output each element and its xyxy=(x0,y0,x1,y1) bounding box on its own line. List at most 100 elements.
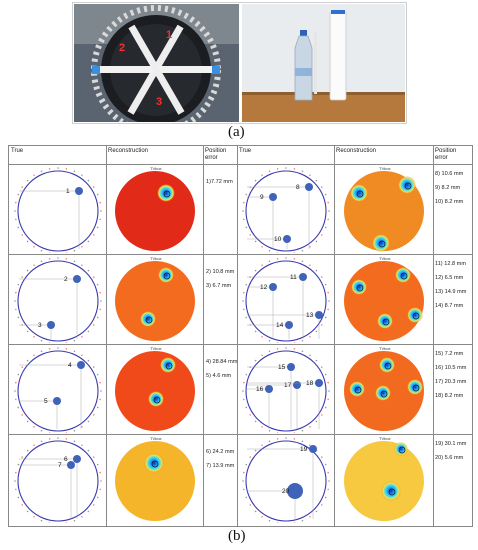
object-number: 4 xyxy=(68,362,72,369)
caption-a: (a) xyxy=(228,124,245,140)
electrode-tick xyxy=(87,510,90,513)
electrode-tick xyxy=(320,324,323,326)
reconstruction-title: TVbox xyxy=(150,436,162,441)
electrode-tick xyxy=(254,330,257,333)
plastic-bottle xyxy=(294,30,313,101)
object-number: 18 xyxy=(306,380,314,387)
electrode-tick xyxy=(315,420,318,423)
electrode-tick xyxy=(21,414,24,416)
electrode-tick xyxy=(327,201,329,204)
electrode-tick xyxy=(276,432,279,433)
electrode-tick xyxy=(87,449,90,452)
conductivity-anomaly xyxy=(398,176,416,194)
row-4-left-reconstruction-plot: TVbox xyxy=(115,436,195,521)
electrode-tick xyxy=(276,438,279,440)
conductivity-anomaly xyxy=(350,184,368,202)
electrode-tick xyxy=(242,390,244,392)
electrode-tick xyxy=(33,174,35,177)
row-2-left-true-plot: 23 xyxy=(14,257,102,343)
electrode-tick xyxy=(309,515,311,518)
electrode-tick xyxy=(285,437,287,439)
electrode-tick xyxy=(100,480,102,482)
electrode-tick xyxy=(21,504,24,506)
true-position-marker xyxy=(404,182,412,190)
bottle-and-tube-photo xyxy=(242,4,405,122)
electrode-tick xyxy=(81,425,83,428)
header-position-error-left: Position error xyxy=(205,148,227,161)
electrode-tick xyxy=(309,264,311,267)
conductivity-anomaly xyxy=(372,234,390,252)
row-1-left-reconstruction-plot: TVbox xyxy=(115,166,195,251)
electrode-tick xyxy=(17,373,20,376)
electrode-tick xyxy=(285,347,287,349)
conductivity-anomaly xyxy=(375,385,391,401)
electrode-tick xyxy=(33,425,35,428)
header-true-right: True xyxy=(239,148,252,154)
electrode-tick xyxy=(33,245,35,248)
row-4-left-true-plot: 67 xyxy=(14,437,102,523)
electrode-tick xyxy=(96,226,99,229)
row-2-right-true-plot: 11 12 13 14 xyxy=(242,257,330,343)
electrode-tick xyxy=(57,437,59,439)
true-position-marker xyxy=(400,272,408,280)
electrode-tick xyxy=(301,170,304,173)
electrode-tick xyxy=(324,496,327,499)
electrode-tick xyxy=(92,366,95,368)
electrode-tick xyxy=(328,390,330,392)
electrode-tick xyxy=(254,359,257,362)
electrode-tick xyxy=(17,496,20,499)
row-3-left-position-error: 4) 28.84 mm 5) 4.6 mm xyxy=(206,359,238,379)
header-position-error-right: Position error xyxy=(435,148,457,161)
conductivity-anomaly xyxy=(381,481,401,501)
electrode-tick xyxy=(261,425,263,428)
electrode-tick xyxy=(57,257,59,259)
electrode-tick xyxy=(243,218,245,221)
electrode-tick xyxy=(245,193,248,196)
electrode-tick xyxy=(268,519,271,522)
true-position-marker xyxy=(388,488,396,496)
object-number: 13 xyxy=(306,312,314,319)
object-marker xyxy=(315,311,323,319)
conductivity-anomaly xyxy=(379,357,395,373)
electrode-tick xyxy=(309,354,311,357)
row-3-left-true-plot: 45 xyxy=(14,347,102,433)
electrode-tick xyxy=(242,480,244,482)
electrode-tick xyxy=(276,342,279,343)
object-marker xyxy=(73,455,81,463)
electrode-tick xyxy=(309,444,311,447)
row-3-right-reconstruction-plot: TVbox xyxy=(344,346,424,431)
electrode-tick xyxy=(254,240,257,243)
column-divider xyxy=(237,146,238,526)
electrode-tick xyxy=(33,444,35,447)
object-marker xyxy=(293,381,301,389)
conductivity-anomaly xyxy=(157,184,175,202)
domain-circle xyxy=(17,260,99,342)
electrode-tick xyxy=(276,252,279,253)
electrode-tick xyxy=(65,258,68,260)
electrode-tick xyxy=(243,398,245,401)
electrode-tick xyxy=(81,354,83,357)
electrode-tick xyxy=(301,249,304,252)
electrode-tick xyxy=(99,471,101,474)
electrode-tick xyxy=(327,398,329,401)
electrode-tick xyxy=(48,258,51,260)
electrode-tick xyxy=(327,308,329,311)
object-number: 16 xyxy=(256,386,264,393)
electrode-tick xyxy=(96,373,99,376)
electrode-tick xyxy=(100,390,102,392)
caption-b: (b) xyxy=(228,528,246,544)
electrode-tick xyxy=(324,406,327,409)
electrode-tick xyxy=(73,440,76,443)
electrode-tick xyxy=(87,420,90,423)
electrode-tick xyxy=(14,300,16,302)
electrode-tick xyxy=(15,488,17,491)
electrode-tick xyxy=(99,201,101,204)
electrode-tick xyxy=(96,463,99,466)
electrode-tick xyxy=(245,373,248,376)
row-divider xyxy=(9,164,472,165)
electrode-tick xyxy=(26,330,29,333)
electrode-tick xyxy=(21,366,24,368)
electrode-tick xyxy=(301,429,304,432)
electrode-tick xyxy=(327,381,329,384)
electrode-tick xyxy=(81,444,83,447)
